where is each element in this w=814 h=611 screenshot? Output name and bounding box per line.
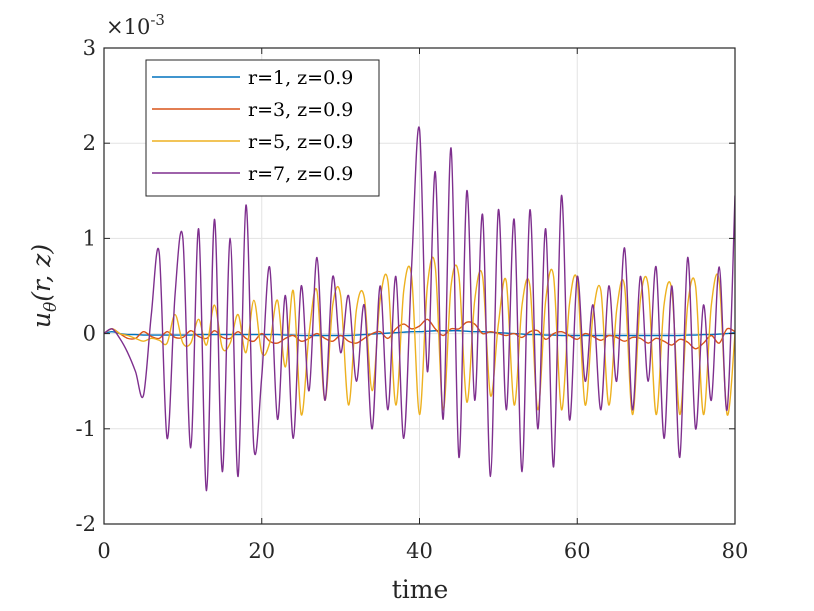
x-axis-label: time (392, 575, 449, 604)
legend-label-2: r=3, z=0.9 (248, 99, 353, 121)
exponent-label: ×10-3 (106, 11, 165, 39)
x-tick-label: 20 (248, 539, 275, 563)
y-axis-label: uθ(r, z) (27, 244, 61, 328)
x-tick-label: 60 (564, 539, 591, 563)
tick-labels: 0 20 40 60 80 -2 -1 0 1 2 3 (76, 36, 749, 563)
axes-box (103, 47, 736, 525)
y-tick-label: -2 (76, 512, 96, 536)
legend: r=1, z=0.9 r=3, z=0.9 r=5, z=0.9 r=7, z=0.9 (145, 59, 380, 197)
exponent-base: ×10 (106, 15, 150, 39)
y-tick-label: 3 (83, 36, 96, 60)
x-tick-label: 80 (722, 539, 749, 563)
y-axis-label-sub: θ (41, 302, 61, 312)
series-layer (104, 126, 735, 492)
y-tick-label: 0 (83, 322, 96, 346)
exponent-power: -3 (150, 11, 165, 29)
legend-label-1: r=1, z=0.9 (248, 67, 353, 89)
y-axis-label-args: (r, z) (27, 244, 56, 302)
y-tick-label: 2 (83, 131, 96, 155)
y-tick-label: 1 (83, 226, 96, 250)
series-line-4 (104, 126, 735, 492)
x-tick-label: 0 (97, 539, 110, 563)
x-tick-label: 40 (406, 539, 433, 563)
legend-label-4: r=7, z=0.9 (248, 163, 353, 185)
legend-label-3: r=5, z=0.9 (248, 131, 353, 153)
y-tick-label: -1 (76, 417, 96, 441)
y-axis-label-base: u (27, 312, 56, 328)
